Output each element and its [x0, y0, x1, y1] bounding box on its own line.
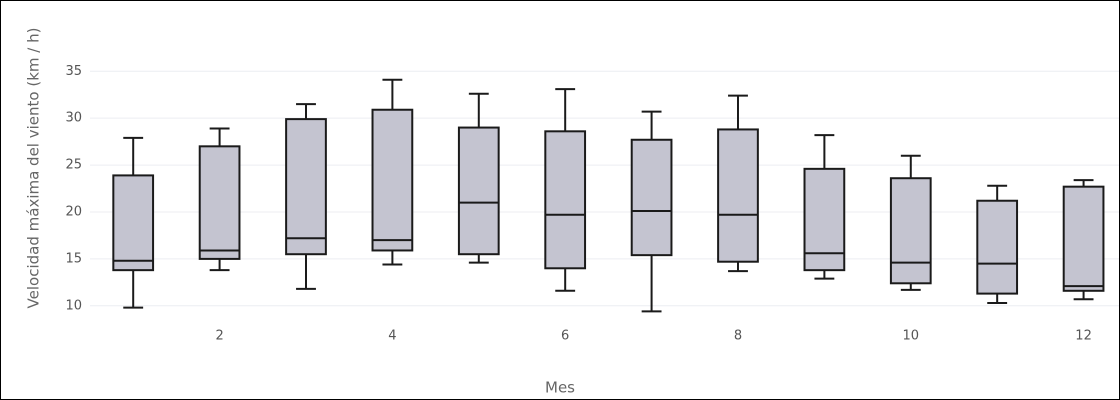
- box: [457, 126, 500, 256]
- x-axis-title: Mes: [545, 379, 575, 397]
- box: [198, 145, 241, 260]
- box: [889, 177, 932, 285]
- box: [285, 118, 327, 256]
- box: [544, 130, 587, 270]
- y-tick-label: 30: [65, 111, 82, 126]
- box: [630, 138, 673, 257]
- x-tick-label: 2: [215, 329, 223, 344]
- box: [976, 199, 1019, 295]
- y-tick-label: 20: [65, 204, 82, 219]
- box: [717, 128, 759, 263]
- x-tick-label: 8: [734, 329, 742, 344]
- y-tick-label: 10: [65, 298, 82, 313]
- box: [112, 174, 155, 272]
- y-axis-title: Velocidad máxima del viento (km / h): [25, 28, 43, 309]
- y-tick-label: 25: [65, 158, 82, 173]
- x-tick-label: 4: [388, 329, 396, 344]
- x-tick-label: 12: [1075, 329, 1092, 344]
- box: [1062, 185, 1105, 292]
- y-tick-label: 35: [65, 64, 82, 79]
- x-tick-label: 10: [903, 329, 920, 344]
- box: [371, 108, 414, 252]
- y-tick-label: 15: [65, 251, 82, 266]
- x-tick-label: 6: [561, 329, 569, 344]
- box: [803, 167, 846, 272]
